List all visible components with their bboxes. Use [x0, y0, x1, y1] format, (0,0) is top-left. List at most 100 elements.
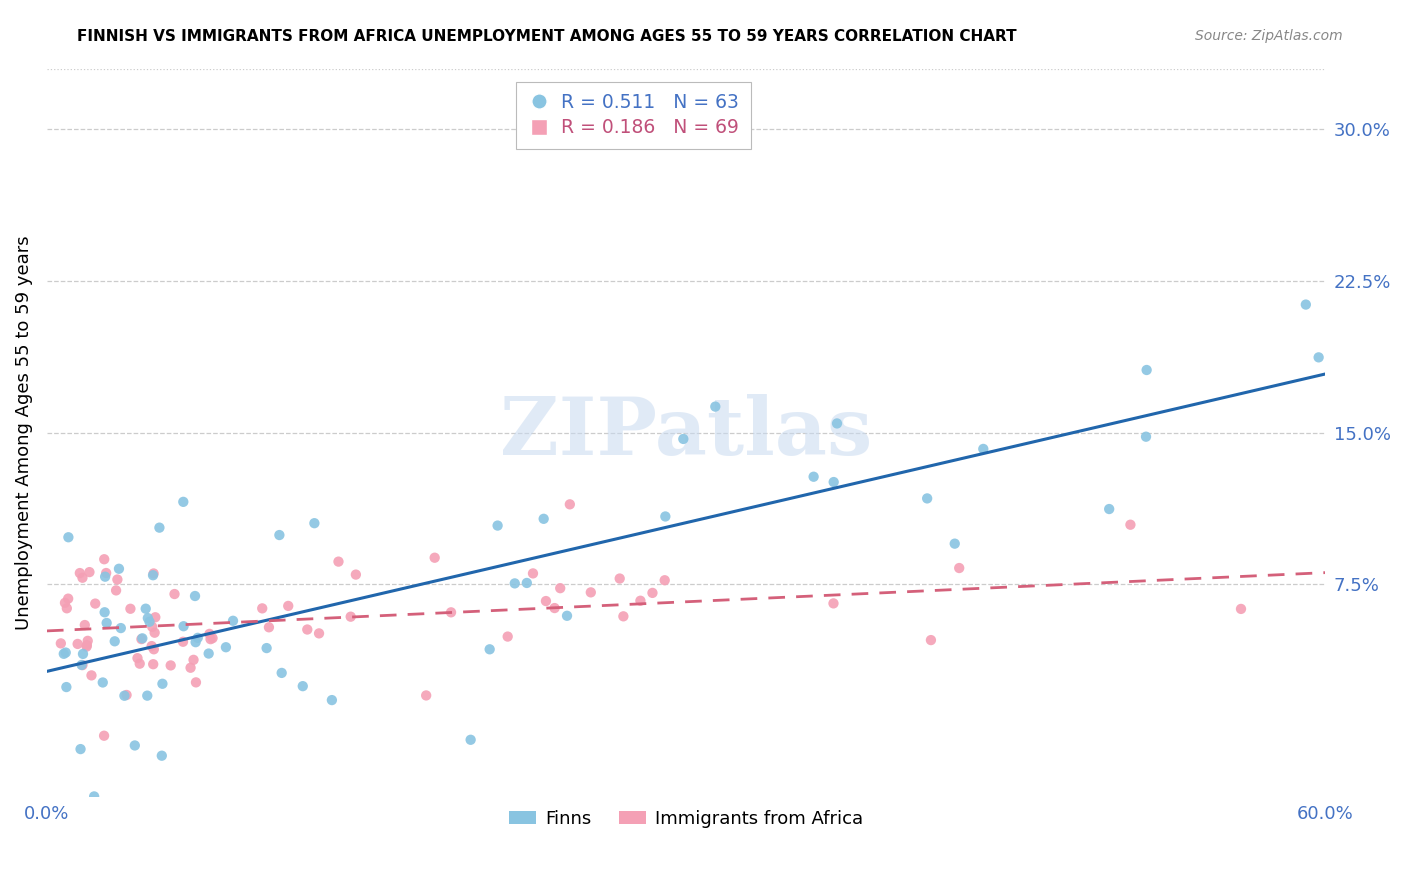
Point — [143, 625, 166, 640]
Point — [654, 573, 676, 587]
Point — [321, 693, 343, 707]
Point — [672, 432, 695, 446]
Point — [93, 729, 115, 743]
Text: FINNISH VS IMMIGRANTS FROM AFRICA UNEMPLOYMENT AMONG AGES 55 TO 59 YEARS CORRELA: FINNISH VS IMMIGRANTS FROM AFRICA UNEMPL… — [77, 29, 1017, 45]
Point — [76, 640, 98, 654]
Point — [143, 610, 166, 624]
Point — [187, 631, 209, 645]
Point — [142, 568, 165, 582]
Point — [1308, 351, 1330, 365]
Point — [440, 605, 463, 619]
Point — [184, 675, 207, 690]
Point — [803, 469, 825, 483]
Point — [823, 475, 845, 489]
Point — [943, 536, 966, 550]
Point — [198, 627, 221, 641]
Point — [91, 675, 114, 690]
Point — [522, 566, 544, 581]
Point — [555, 608, 578, 623]
Point — [1295, 297, 1317, 311]
Point — [612, 609, 634, 624]
Point — [76, 638, 98, 652]
Point — [486, 518, 509, 533]
Point — [56, 845, 79, 859]
Point — [200, 632, 222, 647]
Point — [163, 587, 186, 601]
Point — [141, 620, 163, 634]
Point — [948, 561, 970, 575]
Point — [641, 586, 664, 600]
Point — [1136, 363, 1159, 377]
Point — [152, 677, 174, 691]
Point — [69, 742, 91, 756]
Point — [172, 634, 194, 648]
Point — [108, 562, 131, 576]
Point — [66, 637, 89, 651]
Point — [184, 589, 207, 603]
Point — [69, 566, 91, 580]
Point — [128, 657, 150, 671]
Point — [72, 658, 94, 673]
Point — [83, 789, 105, 804]
Point — [131, 632, 153, 646]
Point — [215, 640, 238, 655]
Y-axis label: Unemployment Among Ages 55 to 59 years: Unemployment Among Ages 55 to 59 years — [15, 235, 32, 630]
Point — [94, 570, 117, 584]
Text: ZIPatlas: ZIPatlas — [501, 393, 872, 472]
Point — [80, 668, 103, 682]
Point — [269, 528, 291, 542]
Point — [142, 657, 165, 672]
Point — [180, 661, 202, 675]
Point — [93, 605, 115, 619]
Point — [654, 509, 676, 524]
Point — [1119, 517, 1142, 532]
Point — [915, 491, 938, 506]
Point — [70, 657, 93, 672]
Point — [920, 633, 942, 648]
Point — [120, 601, 142, 615]
Point — [72, 647, 94, 661]
Point — [183, 653, 205, 667]
Point — [150, 748, 173, 763]
Point — [1230, 602, 1253, 616]
Point — [339, 609, 361, 624]
Point — [516, 576, 538, 591]
Point — [115, 688, 138, 702]
Point — [534, 594, 557, 608]
Point — [558, 497, 581, 511]
Point — [972, 442, 994, 456]
Point — [142, 642, 165, 657]
Point — [84, 597, 107, 611]
Point — [415, 689, 437, 703]
Point — [52, 647, 75, 661]
Point — [308, 626, 330, 640]
Point — [823, 596, 845, 610]
Point — [423, 550, 446, 565]
Point — [460, 732, 482, 747]
Point — [142, 566, 165, 581]
Point — [58, 530, 80, 544]
Point — [96, 615, 118, 630]
Point — [270, 665, 292, 680]
Point — [56, 591, 79, 606]
Point — [197, 647, 219, 661]
Point — [131, 632, 153, 646]
Point — [344, 567, 367, 582]
Point — [173, 619, 195, 633]
Point — [55, 680, 77, 694]
Point — [53, 596, 76, 610]
Point — [825, 417, 848, 431]
Point — [201, 631, 224, 645]
Point — [172, 495, 194, 509]
Point — [256, 641, 278, 656]
Point — [503, 576, 526, 591]
Point — [56, 601, 79, 615]
Point — [49, 636, 72, 650]
Point — [135, 601, 157, 615]
Point — [105, 583, 128, 598]
Point — [76, 633, 98, 648]
Point — [148, 521, 170, 535]
Point — [628, 593, 651, 607]
Point — [104, 634, 127, 648]
Point — [93, 552, 115, 566]
